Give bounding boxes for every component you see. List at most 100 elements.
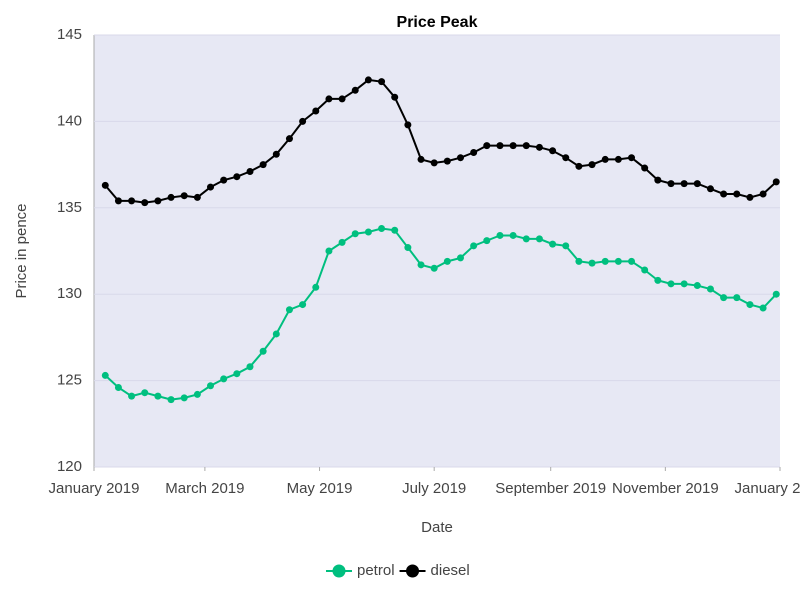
data-point bbox=[733, 294, 741, 302]
data-point bbox=[772, 290, 780, 298]
data-point bbox=[114, 197, 122, 205]
data-point bbox=[180, 192, 188, 200]
data-point bbox=[549, 147, 557, 155]
data-point bbox=[680, 280, 688, 288]
data-point bbox=[364, 76, 372, 84]
y-tick-label: 120 bbox=[57, 458, 82, 475]
data-point bbox=[272, 150, 280, 158]
legend-label: petrol bbox=[357, 562, 395, 579]
data-point bbox=[693, 180, 701, 188]
data-point bbox=[404, 244, 412, 252]
plot-background bbox=[94, 35, 780, 467]
x-tick-label: July 2019 bbox=[402, 480, 466, 497]
data-point bbox=[575, 162, 583, 170]
data-point bbox=[483, 237, 491, 245]
data-point bbox=[246, 363, 254, 371]
data-point bbox=[614, 155, 622, 163]
data-point bbox=[128, 197, 136, 205]
data-point bbox=[443, 257, 451, 265]
data-point bbox=[154, 197, 162, 205]
data-point bbox=[693, 282, 701, 290]
data-point bbox=[272, 330, 280, 338]
x-tick-label: September 2019 bbox=[495, 480, 606, 497]
data-point bbox=[391, 93, 399, 101]
data-point bbox=[746, 193, 754, 201]
data-point bbox=[575, 257, 583, 265]
data-point bbox=[141, 199, 149, 207]
data-point bbox=[128, 392, 136, 400]
data-point bbox=[299, 117, 307, 125]
y-tick-label: 135 bbox=[57, 199, 82, 216]
data-point bbox=[628, 154, 636, 162]
data-point bbox=[246, 168, 254, 176]
data-point bbox=[312, 283, 320, 291]
x-tick-label: March 2019 bbox=[165, 480, 244, 497]
data-point bbox=[351, 86, 359, 94]
data-point bbox=[391, 226, 399, 234]
data-point bbox=[614, 257, 622, 265]
data-point bbox=[496, 231, 504, 239]
x-tick-label: November 2019 bbox=[612, 480, 719, 497]
y-tick-label: 130 bbox=[57, 285, 82, 302]
x-tick-label: May 2019 bbox=[287, 480, 353, 497]
data-point bbox=[101, 181, 109, 189]
data-point bbox=[456, 254, 464, 262]
data-point bbox=[338, 238, 346, 246]
data-point bbox=[759, 190, 767, 198]
data-point bbox=[601, 155, 609, 163]
data-point bbox=[285, 306, 293, 314]
data-point bbox=[299, 301, 307, 309]
x-tick-label: January 2020 bbox=[735, 480, 800, 497]
data-point bbox=[417, 155, 425, 163]
data-point bbox=[720, 294, 728, 302]
data-point bbox=[193, 390, 201, 398]
data-point bbox=[706, 285, 714, 293]
data-point bbox=[233, 370, 241, 378]
data-point bbox=[207, 183, 215, 191]
data-point bbox=[654, 176, 662, 184]
data-point bbox=[325, 247, 333, 255]
data-point bbox=[535, 143, 543, 151]
data-point bbox=[207, 382, 215, 390]
data-point bbox=[338, 95, 346, 103]
data-point bbox=[746, 301, 754, 309]
data-point bbox=[641, 164, 649, 172]
data-point bbox=[483, 142, 491, 150]
data-point bbox=[759, 304, 767, 312]
series-line bbox=[104, 78, 777, 204]
data-point bbox=[628, 257, 636, 265]
data-point bbox=[772, 178, 780, 186]
data-point bbox=[233, 173, 241, 181]
data-point bbox=[706, 185, 714, 193]
data-point bbox=[114, 384, 122, 392]
data-point bbox=[680, 180, 688, 188]
data-point bbox=[101, 371, 109, 379]
data-point bbox=[470, 242, 478, 250]
legend-marker bbox=[332, 564, 346, 578]
data-point bbox=[154, 392, 162, 400]
data-point bbox=[456, 154, 464, 162]
x-axis-title: Date bbox=[421, 519, 453, 536]
data-point bbox=[470, 149, 478, 157]
data-point bbox=[588, 161, 596, 169]
data-point bbox=[535, 235, 543, 243]
data-point bbox=[641, 266, 649, 274]
data-point bbox=[220, 176, 228, 184]
data-point bbox=[259, 161, 267, 169]
data-point bbox=[351, 230, 359, 238]
data-point bbox=[285, 135, 293, 143]
data-point bbox=[562, 154, 570, 162]
data-point bbox=[654, 276, 662, 284]
data-point bbox=[325, 95, 333, 103]
data-point bbox=[167, 193, 175, 201]
data-point bbox=[220, 375, 228, 383]
y-tick-label: 125 bbox=[57, 372, 82, 389]
data-point bbox=[509, 142, 517, 150]
legend-label: diesel bbox=[431, 562, 470, 579]
data-point bbox=[312, 107, 320, 115]
legend-marker bbox=[406, 564, 420, 578]
data-point bbox=[522, 142, 530, 150]
y-axis-title: Price in pence bbox=[13, 203, 30, 298]
